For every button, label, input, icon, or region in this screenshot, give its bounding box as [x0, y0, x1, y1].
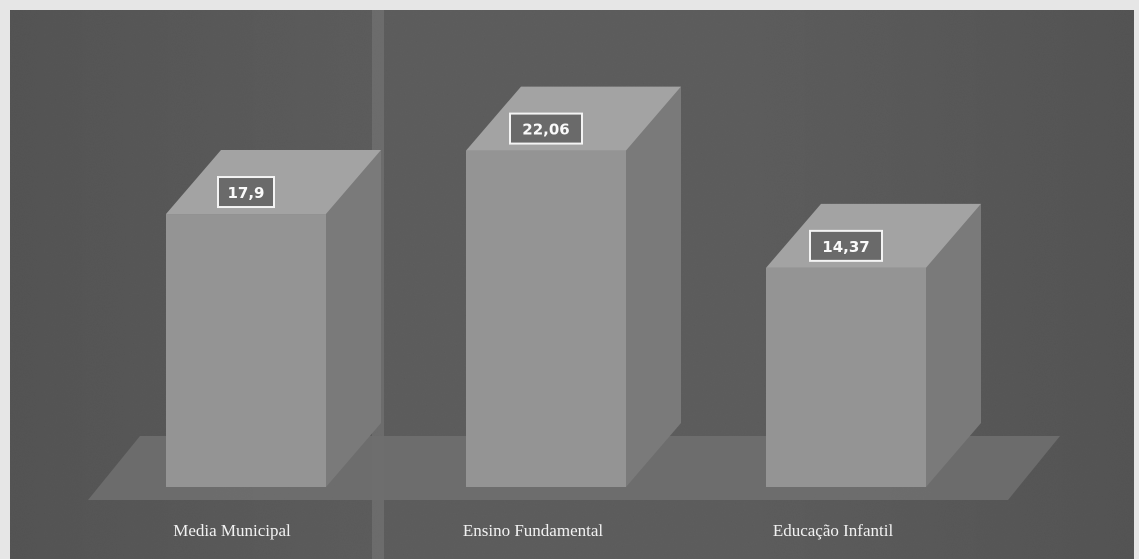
bar-educacao-infantil: [766, 267, 926, 487]
data-label-media-municipal: 17,9: [227, 184, 264, 202]
data-label-ensino-fundamental: 22,06: [522, 121, 569, 139]
category-label-media-municipal: Media Municipal: [173, 521, 291, 540]
data-label-educacao-infantil: 14,37: [822, 238, 869, 256]
bar-ensino-fundamental: [466, 150, 626, 487]
category-label-ensino-fundamental: Ensino Fundamental: [463, 521, 604, 540]
bar-side-educacao-infantil: [926, 203, 981, 488]
data-label-box-media-municipal: [217, 176, 275, 209]
data-label-box-ensino-fundamental: [509, 112, 583, 145]
category-label-educacao-infantil: Educação Infantil: [773, 521, 894, 540]
bar-side-ensino-fundamental: [626, 86, 681, 488]
data-label-box-educacao-infantil: [809, 229, 883, 262]
bar-media-municipal: [166, 214, 326, 487]
data-labels-group: 17,9 22,06 14,37: [217, 112, 883, 262]
bar-side-media-municipal: [326, 150, 381, 487]
